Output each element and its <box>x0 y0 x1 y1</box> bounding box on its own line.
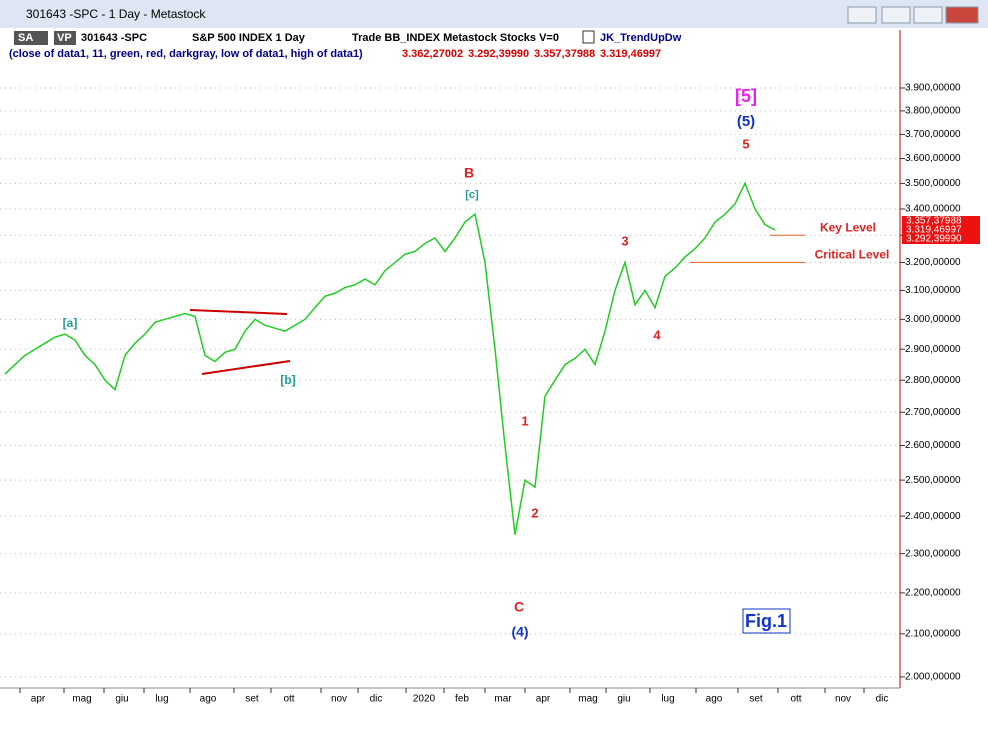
y-tick-label: 2.900,00000 <box>905 344 961 355</box>
x-tick-label: mag <box>578 694 597 705</box>
level-label: Critical Level <box>815 248 890 262</box>
indicator-name: JK_TrendUpDw <box>600 32 682 44</box>
y-tick-label: 2.700,00000 <box>905 407 961 418</box>
wave-label: 3 <box>621 233 628 248</box>
y-tick-label: 2.500,00000 <box>905 475 961 486</box>
level-label: Key Level <box>820 220 876 234</box>
x-tick-label: ago <box>200 694 217 705</box>
price-box <box>902 234 980 244</box>
x-tick-label: 2020 <box>413 694 436 705</box>
close-button[interactable] <box>945 6 979 24</box>
y-tick-label: 2.400,00000 <box>905 511 961 522</box>
x-tick-label: lug <box>661 694 674 705</box>
x-tick-label: mar <box>494 694 512 705</box>
indicator-value: 3.357,37988 <box>534 48 595 60</box>
triangle <box>189 309 291 375</box>
wave-label: 1 <box>521 413 528 428</box>
restore-button[interactable] <box>847 6 877 24</box>
x-tick-label: giu <box>115 694 128 705</box>
info: Trade BB_INDEX Metastock Stocks V=0 <box>352 32 559 44</box>
x-tick-label: dic <box>876 694 889 705</box>
price-box-label: 3.292,39990 <box>906 234 962 245</box>
minimize-button[interactable] <box>881 6 911 24</box>
x-tick-label: dic <box>370 694 383 705</box>
wave-label: Fig.1 <box>745 611 787 631</box>
y-tick-label: 3.400,00000 <box>905 204 961 215</box>
indicator-value: 3.292,39990 <box>468 48 529 60</box>
y-tick-label: 2.000,00000 <box>905 672 961 683</box>
vp-button[interactable] <box>54 31 76 45</box>
y-tick-label: 2.100,00000 <box>905 629 961 640</box>
x-tick-label: ott <box>790 694 801 705</box>
wave-label: (5) <box>737 113 755 130</box>
x-tick-label: set <box>245 694 259 705</box>
y-tick-label: 3.500,00000 <box>905 178 961 189</box>
wave-label: 4 <box>653 327 661 342</box>
x-tick-label: giu <box>617 694 630 705</box>
x-tick-label: apr <box>536 694 551 705</box>
y-tick-label: 3.800,00000 <box>905 106 961 117</box>
sa-label: SA <box>18 32 33 44</box>
wave-label: [5] <box>735 86 757 106</box>
fig-box <box>742 608 791 634</box>
checkbox[interactable] <box>582 30 595 44</box>
indicator-value: 3.319,46997 <box>600 48 661 60</box>
wave-label: B <box>464 165 474 181</box>
wave-label: C <box>514 599 524 615</box>
x-tick-label: mag <box>72 694 91 705</box>
trend-line <box>189 309 288 315</box>
sa-button[interactable] <box>14 31 48 45</box>
x-tick-label: set <box>749 694 763 705</box>
x-tick-label: nov <box>331 694 347 705</box>
symbol-name: S&P 500 INDEX 1 Day <box>192 32 306 44</box>
wave-label: 2 <box>531 505 538 520</box>
x-tick-label: nov <box>835 694 851 705</box>
wave-label: [b] <box>280 373 295 387</box>
wave-label: [a] <box>63 316 78 330</box>
title-bar <box>0 0 988 28</box>
window-title: 301643 -SPC - 1 Day - Metastock <box>26 7 206 21</box>
price-box-label: 3.357,37988 <box>906 216 962 227</box>
y-tick-label: 2.800,00000 <box>905 375 961 386</box>
x-tick-label: ago <box>706 694 723 705</box>
y-tick-label: 3.000,00000 <box>905 314 961 325</box>
y-tick-label: 2.600,00000 <box>905 440 961 451</box>
symbol: 301643 -SPC <box>81 32 147 44</box>
x-tick-label: lug <box>155 694 168 705</box>
x-tick-label: apr <box>31 694 46 705</box>
price-box <box>902 216 980 226</box>
maximize-button[interactable] <box>913 6 943 24</box>
price-box-label: 3.319,46997 <box>906 225 962 236</box>
price-box <box>902 225 980 235</box>
wave-label: [c] <box>465 189 479 201</box>
y-tick-label: 3.900,00000 <box>905 83 961 94</box>
indicator-params: (close of data1, 11, green, red, darkgra… <box>9 48 363 60</box>
trend-line <box>201 360 291 375</box>
y-tick-label: 2.200,00000 <box>905 587 961 598</box>
vp-label: VP <box>57 32 72 44</box>
y-tick-label: 2.300,00000 <box>905 548 961 559</box>
wave-label: 5 <box>742 136 749 151</box>
indicator-values: 3.362,27002 3.292,39990 3.357,37988 3.319,4… <box>402 48 661 60</box>
y-tick-label: 3.600,00000 <box>905 153 961 164</box>
y-tick-label: 3.100,00000 <box>905 285 961 296</box>
wave-label: (4) <box>511 624 528 640</box>
price-line <box>4 181 776 535</box>
y-tick-label: 3.200,00000 <box>905 257 961 268</box>
x-tick-label: ott <box>283 694 294 705</box>
indicator-value: 3.362,27002 <box>402 48 463 60</box>
x-tick-label: feb <box>455 694 469 705</box>
y-tick-label: 3.700,00000 <box>905 129 961 140</box>
